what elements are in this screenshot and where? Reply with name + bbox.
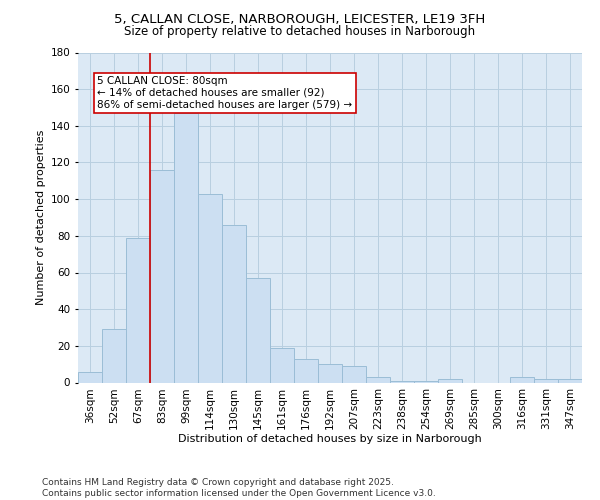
Bar xyxy=(510,377,534,382)
Bar xyxy=(366,377,390,382)
X-axis label: Distribution of detached houses by size in Narborough: Distribution of detached houses by size … xyxy=(178,434,482,444)
Bar xyxy=(126,238,150,382)
Bar xyxy=(318,364,342,382)
Bar xyxy=(294,358,318,382)
Bar xyxy=(246,278,270,382)
Bar xyxy=(198,194,222,382)
Bar xyxy=(150,170,174,382)
Bar xyxy=(414,380,438,382)
Bar xyxy=(78,372,102,382)
Bar xyxy=(390,380,414,382)
Text: 5 CALLAN CLOSE: 80sqm
← 14% of detached houses are smaller (92)
86% of semi-deta: 5 CALLAN CLOSE: 80sqm ← 14% of detached … xyxy=(97,76,352,110)
Bar xyxy=(342,366,366,382)
Text: 5, CALLAN CLOSE, NARBOROUGH, LEICESTER, LE19 3FH: 5, CALLAN CLOSE, NARBOROUGH, LEICESTER, … xyxy=(115,12,485,26)
Bar xyxy=(102,330,126,382)
Bar xyxy=(222,225,246,382)
Bar xyxy=(174,113,198,382)
Bar xyxy=(534,379,558,382)
Y-axis label: Number of detached properties: Number of detached properties xyxy=(37,130,46,305)
Bar xyxy=(558,379,582,382)
Bar xyxy=(438,379,462,382)
Bar xyxy=(270,348,294,382)
Text: Size of property relative to detached houses in Narborough: Size of property relative to detached ho… xyxy=(124,25,476,38)
Text: Contains HM Land Registry data © Crown copyright and database right 2025.
Contai: Contains HM Land Registry data © Crown c… xyxy=(42,478,436,498)
